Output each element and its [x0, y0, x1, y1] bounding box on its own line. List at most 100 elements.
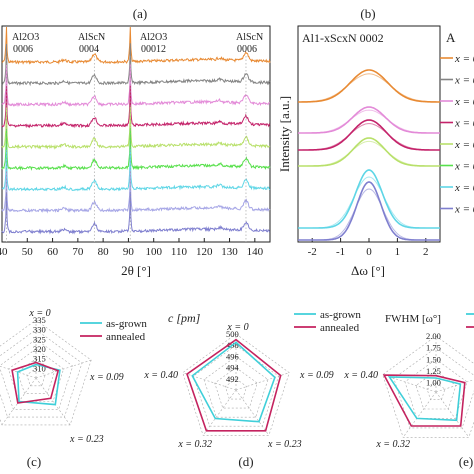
radar-tick-label: 320 [33, 344, 46, 354]
a-annotation-line1: AlScN [78, 32, 105, 43]
radar-tick-label: 500 [226, 329, 239, 339]
b-legend-label: x = 0 [454, 182, 474, 194]
radar-spoke [402, 391, 437, 438]
radar-spoke [182, 372, 237, 391]
a-series-line [1, 106, 271, 150]
panel-e-radar: 1.001.251.501.752.00x = 0.32x = 0.40as-g… [343, 313, 474, 450]
a-tick-label: 60 [47, 246, 59, 258]
b-tick-label: 1 [395, 246, 401, 258]
radar-axis-label: x = 0.23 [69, 434, 104, 445]
radar-axis-label: x = 0.23 [267, 439, 302, 450]
a-series-line [1, 170, 271, 214]
radar-axis-label: x = 0 [28, 308, 50, 319]
panel-b-legend: Ax = 0 x = 0 x = 0 x = 0 x = 0 x = 0 x = 0 x = … [440, 30, 474, 216]
a-annotation-line2: 0004 [79, 44, 99, 55]
radar-tick-label: 335 [33, 315, 46, 325]
a-tick-label: 50 [22, 246, 34, 258]
radar-spoke [382, 374, 437, 393]
b-tick-label: 0 [366, 246, 372, 258]
panel-b-x-ticks: -2 -1 0 1 2 [308, 238, 429, 258]
radar-tick-label: 1.50 [426, 354, 441, 364]
b-legend-label: x = 0 [454, 96, 474, 108]
a-tick-label: 40 [0, 246, 8, 258]
radar-axis-label: x = 0.40 [343, 370, 378, 381]
panel-a-curves [1, 26, 271, 235]
radar-grid-ring [26, 368, 46, 387]
b-legend-label: x = 0 [454, 118, 474, 130]
radar-tick-label: 492 [226, 374, 239, 384]
a-series-line [1, 85, 271, 129]
radar-grid-ring [393, 347, 474, 429]
radar-tick-label: 1.25 [426, 366, 441, 376]
radar-legend-label: as-grown [320, 309, 361, 321]
a-tick-label: 80 [98, 246, 110, 258]
b-series-line [298, 188, 440, 241]
radar-tick-label: 310 [33, 363, 46, 373]
radar-axis-label: x = 0 [226, 322, 248, 333]
radar-series-polygon [186, 338, 282, 432]
radar-tick-label: 330 [33, 325, 46, 335]
a-tick-label: 110 [171, 246, 188, 258]
panel-b-curves [298, 69, 440, 241]
a-tick-label: 140 [247, 246, 264, 258]
panel-label-e: (e) [459, 454, 473, 469]
radar-grid-ring [426, 382, 446, 400]
b-legend-label: x = 0 [454, 204, 474, 216]
b-tick-label: 2 [423, 246, 429, 258]
radar-series-polygon [382, 374, 466, 427]
panel-d-ylabel: c [pm] [168, 311, 201, 325]
panel-b-ylabel: Intensity [a.u.] [277, 96, 292, 172]
b-series-line [298, 137, 440, 167]
radar-spoke [35, 377, 71, 426]
radar-grid-ring [0, 339, 74, 410]
panel-label-d: (d) [238, 454, 253, 469]
radar-spoke [35, 359, 92, 379]
radar-spoke [235, 372, 290, 391]
b-tick-label: -1 [336, 246, 345, 258]
panel-label-b: (b) [360, 6, 375, 21]
radar-grid-ring [224, 378, 248, 400]
a-tick-label: 90 [123, 246, 135, 258]
b-legend-header: A [446, 30, 456, 45]
b-legend-label: x = 0 [454, 161, 474, 173]
radar-grid-ring [415, 370, 457, 410]
b-legend-label: x = 0 [454, 53, 474, 65]
radar-tick-label: 496 [226, 351, 239, 361]
b-series-line [298, 109, 440, 134]
radar-tick-label: 325 [33, 334, 46, 344]
b-legend-label: x = 0 [454, 75, 474, 87]
radar-grid-ring [214, 367, 258, 409]
panel-a-frame [1, 25, 271, 243]
b-legend-label: x = 0 [454, 139, 474, 151]
b-series-line [298, 119, 440, 151]
radar-axis-label: x = 0.40 [143, 370, 178, 381]
panel-b-title: Al1-xScxN 0002 [302, 31, 384, 45]
radar-tick-label: 1.00 [426, 378, 441, 388]
radar-grid-ring [382, 335, 474, 438]
radar-series-polygon [191, 341, 276, 423]
panel-e-ylabel: FWHM [ω°] [385, 313, 441, 325]
radar-series-polygon [387, 376, 462, 422]
panel-b-frame [297, 25, 441, 243]
b-tick-label: -2 [308, 246, 317, 258]
radar-axis-label: x = 0.32 [375, 439, 410, 450]
a-series-line [1, 149, 271, 192]
radar-grid-ring [0, 319, 92, 426]
b-series-line [298, 69, 440, 103]
radar-series-polygon [11, 361, 60, 404]
a-annotation-line2: 0006 [13, 44, 33, 55]
b-series-line [298, 123, 440, 151]
radar-axis-label: x = 0.32 [177, 439, 212, 450]
b-series-line [298, 181, 440, 241]
radar-tick-label: 2.00 [426, 331, 441, 341]
radar-grid-ring [17, 358, 55, 394]
b-series-line [298, 176, 440, 229]
radar-grid-ring [182, 333, 290, 436]
a-tick-label: 70 [72, 246, 84, 258]
radar-axis-label: x = 0.09 [299, 370, 334, 381]
panel-b-xlabel: Δω [°] [351, 263, 385, 278]
radar-tick-label: 315 [33, 354, 46, 364]
radar-spoke [435, 391, 470, 438]
